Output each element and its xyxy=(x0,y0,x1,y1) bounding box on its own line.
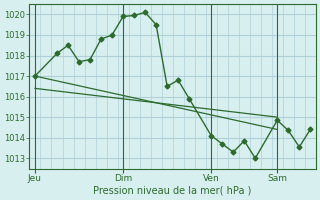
X-axis label: Pression niveau de la mer( hPa ): Pression niveau de la mer( hPa ) xyxy=(93,186,252,196)
